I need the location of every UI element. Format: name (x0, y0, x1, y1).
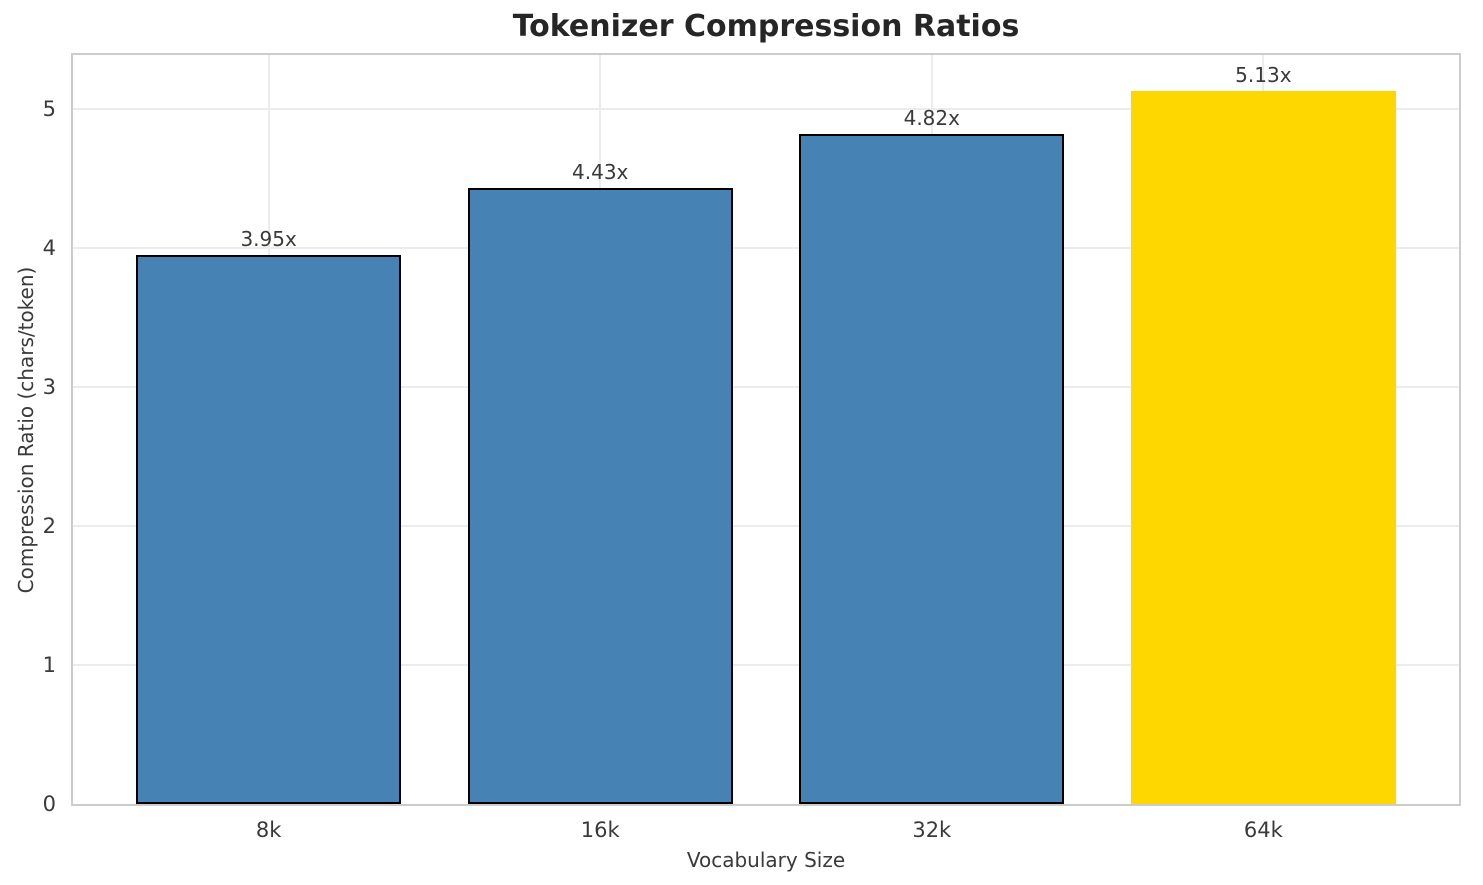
gridline-horizontal (73, 108, 1459, 111)
x-axis-label: Vocabulary Size (686, 848, 846, 872)
bar-8k (136, 255, 402, 804)
bar-value-label: 5.13x (1235, 63, 1292, 88)
y-tick-label: 3 (42, 375, 56, 400)
x-tick-label-64k: 64k (1243, 818, 1283, 842)
y-tick-label: 2 (42, 514, 56, 539)
y-tick-label: 5 (42, 97, 56, 122)
bar-16k (467, 188, 733, 804)
y-axis-label: Compression Ratio (chars/token) (14, 266, 38, 594)
plot-area: 3.95x 4.43x 4.82x 5.13x (71, 53, 1461, 806)
bar-32k (799, 134, 1065, 804)
x-tick-label-32k: 32k (912, 818, 952, 842)
y-tick-label: 1 (42, 653, 56, 678)
bar-value-label: 4.82x (903, 106, 960, 131)
gridline-horizontal (73, 525, 1459, 528)
bar-value-label: 3.95x (240, 227, 297, 252)
bar-value-label: 4.43x (572, 160, 629, 185)
x-tick-label-16k: 16k (580, 818, 620, 842)
chart-title: Tokenizer Compression Ratios (512, 9, 1020, 44)
y-tick-label: 4 (42, 236, 56, 261)
bar-64k (1130, 91, 1396, 804)
y-tick-label: 0 (42, 792, 56, 816)
x-tick-label-8k: 8k (255, 818, 282, 842)
gridline-horizontal (73, 664, 1459, 667)
gridline-horizontal (73, 247, 1459, 250)
gridline-horizontal (73, 386, 1459, 389)
